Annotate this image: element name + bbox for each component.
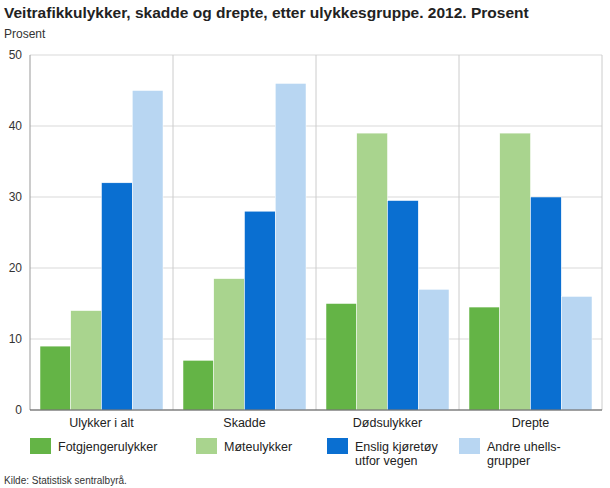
legend-line: Enslig kjøretøy (355, 440, 438, 454)
bar (561, 296, 592, 410)
bars (40, 83, 592, 410)
bar (388, 201, 419, 410)
legend-label: Andre uhells-grupper (487, 440, 561, 468)
legend-label: Enslig kjøretøyutfor vegen (355, 440, 438, 468)
bar (326, 304, 357, 411)
tick-label: 20 (9, 261, 23, 275)
legend-line: grupper (487, 454, 530, 468)
separator (459, 55, 460, 410)
bar (275, 83, 306, 410)
legend-swatch (327, 438, 348, 454)
bar (531, 197, 562, 410)
y-label: Prosent (4, 27, 46, 41)
legend-line: Møteulykker (224, 440, 292, 454)
legend-label: Fotgjengerulykker (58, 440, 157, 454)
bar (214, 279, 245, 410)
bar (418, 289, 449, 410)
chart: Veitrafikkulykker, skadde og drepte, ett… (0, 0, 610, 488)
source: Kilde: Statistisk sentralbyrå. (4, 475, 127, 486)
bar (132, 91, 163, 411)
separator (316, 55, 317, 410)
legend-line: Fotgjengerulykker (58, 440, 157, 454)
tick-label: 40 (9, 119, 23, 133)
separator (173, 55, 174, 410)
legend-swatch (30, 438, 51, 454)
bar (102, 183, 133, 410)
bar (40, 346, 71, 410)
category-label: Skadde (223, 416, 265, 430)
title: Veitrafikkulykker, skadde og drepte, ett… (4, 4, 529, 21)
tick-label: 30 (9, 190, 23, 204)
category-label: Dødsulykker (353, 416, 422, 430)
separator (30, 55, 31, 410)
bar (71, 311, 102, 410)
bar (183, 360, 214, 410)
legend-swatch (459, 438, 480, 454)
category-label: Drepte (512, 416, 550, 430)
bar (357, 133, 388, 410)
bar (245, 211, 276, 410)
legend-label: Møteulykker (224, 440, 292, 454)
legend-line: utfor vegen (355, 454, 418, 468)
tick-label: 50 (9, 48, 23, 62)
bar (469, 307, 500, 410)
grid-line (30, 410, 602, 411)
legend-swatch (196, 438, 217, 454)
separator (602, 55, 603, 410)
x-axis (30, 410, 602, 411)
legend-line: Andre uhells- (487, 440, 561, 454)
bar (500, 133, 531, 410)
category-label: Ulykker i alt (69, 416, 134, 430)
tick-label: 10 (9, 332, 23, 346)
tick-label: 0 (15, 403, 22, 417)
